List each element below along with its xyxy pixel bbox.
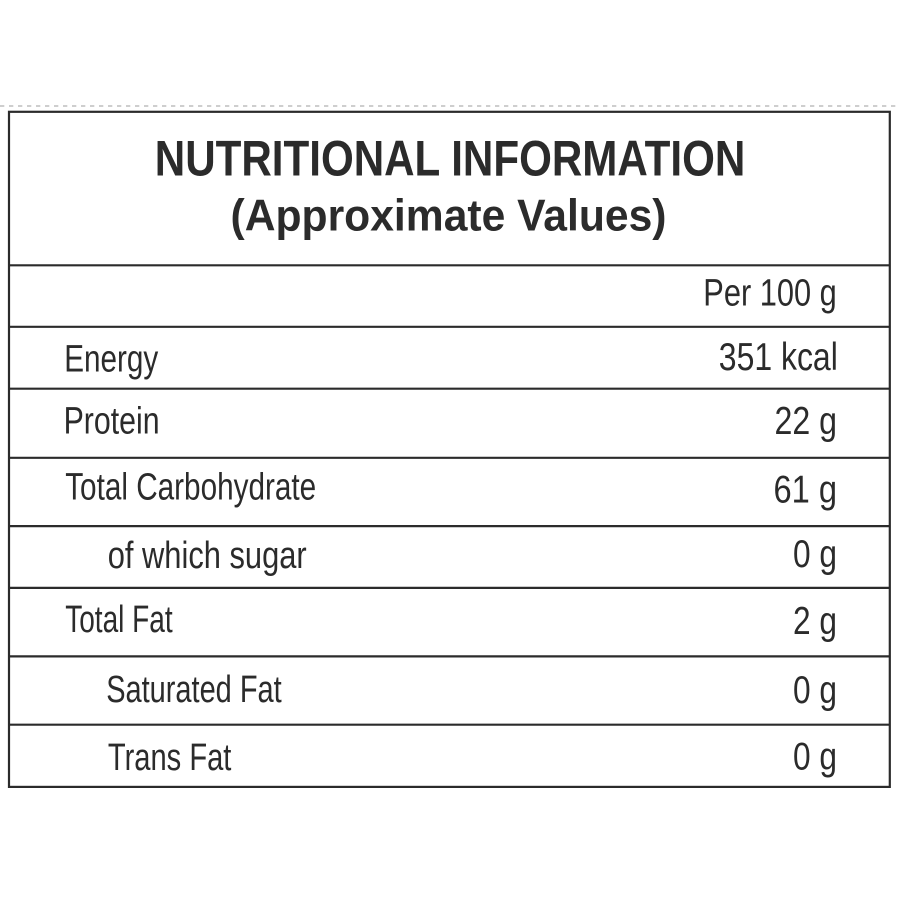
svg-text:Total Fat: Total Fat xyxy=(65,599,173,641)
svg-text:0 g: 0 g xyxy=(793,533,837,576)
svg-text:22 g: 22 g xyxy=(775,400,838,443)
svg-text:351 kcal: 351 kcal xyxy=(719,336,838,379)
svg-text:Trans Fat: Trans Fat xyxy=(108,737,232,779)
svg-text:(Approximate Values): (Approximate Values) xyxy=(231,192,667,241)
svg-text:0 g: 0 g xyxy=(793,736,837,779)
svg-text:61 g: 61 g xyxy=(774,469,838,512)
svg-text:2 g: 2 g xyxy=(793,600,837,643)
svg-text:Saturated Fat: Saturated Fat xyxy=(106,669,282,711)
svg-text:of which sugar: of which sugar xyxy=(108,535,307,577)
svg-text:Total Carbohydrate: Total Carbohydrate xyxy=(65,466,316,508)
svg-text:Per 100 g: Per 100 g xyxy=(703,272,837,314)
svg-text:Energy: Energy xyxy=(64,339,158,381)
svg-text:NUTRITIONAL INFORMATION: NUTRITIONAL INFORMATION xyxy=(155,131,746,187)
svg-text:0 g: 0 g xyxy=(793,669,837,712)
svg-text:Protein: Protein xyxy=(64,401,160,443)
